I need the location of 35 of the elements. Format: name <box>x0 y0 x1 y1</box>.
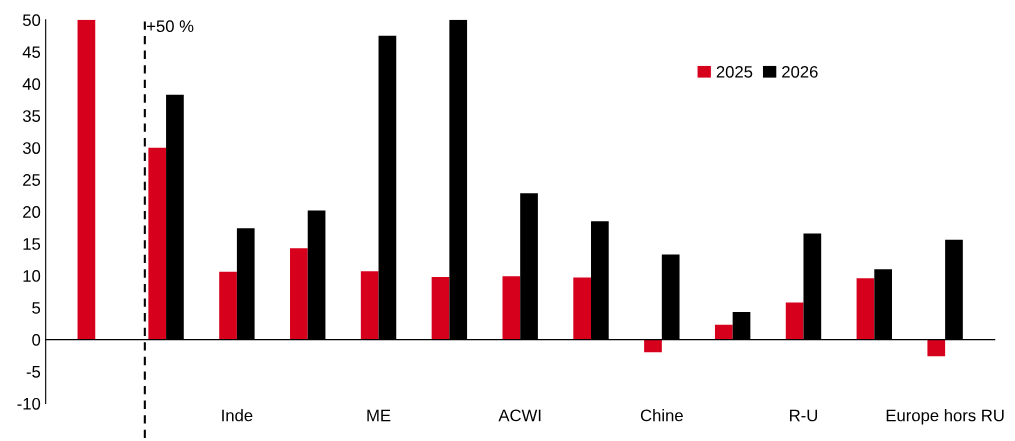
legend-label: 2026 <box>782 65 818 78</box>
y-tick-label: -5 <box>26 366 41 378</box>
x-tick-label: Chine <box>640 409 683 422</box>
y-tick-label: 25 <box>23 174 41 186</box>
y-tick-label: 10 <box>23 270 41 282</box>
y-tick-label: 35 <box>22 110 41 122</box>
y-tick-label: -10 <box>17 397 41 410</box>
bar <box>856 278 875 340</box>
y-tick-label: 0 <box>32 333 41 346</box>
bar <box>290 248 308 340</box>
bar <box>502 276 521 340</box>
legend-label: 2025 <box>716 65 753 78</box>
x-tick-label: ACWI <box>498 409 541 422</box>
y-tick-label: 40 <box>22 78 41 90</box>
bar <box>573 277 592 340</box>
y-tick-label: 50 <box>22 14 41 27</box>
x-tick-label: Europe hors RU <box>886 409 1004 425</box>
y-tick-label: 5 <box>32 302 41 314</box>
y-tick-label: 20 <box>23 206 41 218</box>
bar <box>785 302 804 340</box>
annotation: +50 % <box>147 20 194 33</box>
y-tick-label: 15 <box>23 238 41 250</box>
bar <box>77 19 96 340</box>
x-tick-label: R-U <box>790 409 817 422</box>
bar <box>148 147 167 340</box>
y-tick-label: 30 <box>22 142 41 154</box>
bar <box>714 324 733 340</box>
x-tick-label: ME <box>367 409 391 422</box>
bar <box>927 339 946 357</box>
bar <box>644 339 662 353</box>
bar <box>431 276 450 340</box>
x-tick-label: Inde <box>222 409 253 422</box>
bar <box>219 271 237 340</box>
y-tick-label: 45 <box>22 46 41 59</box>
bar <box>360 271 379 340</box>
